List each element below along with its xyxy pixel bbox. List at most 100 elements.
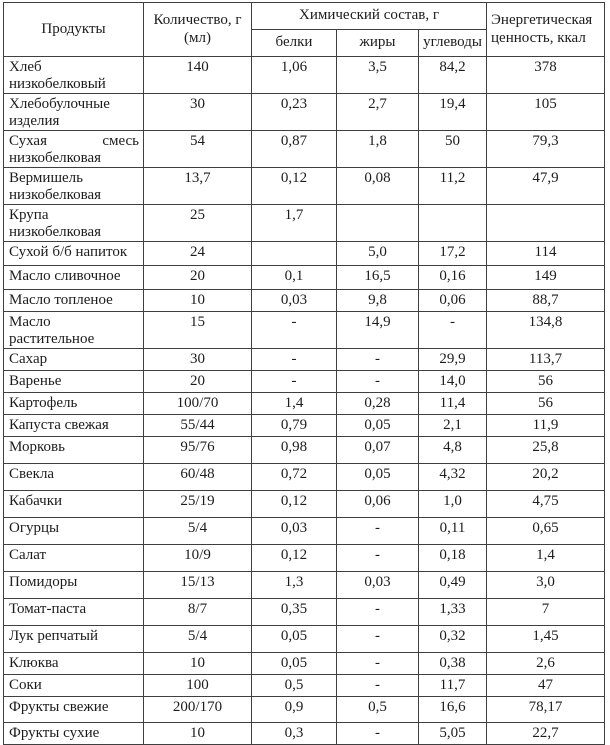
table-row: Лук репчатый 5/4 0,05-0,32 1,45 <box>3 625 606 653</box>
fat-cell: 0,07 <box>336 436 419 464</box>
quantity-cell: 30 <box>143 348 252 371</box>
table-row: Варенье 20- -14,0 56 <box>3 370 606 393</box>
carbs-cell: 16,6 <box>417 696 488 723</box>
protein-cell: 0,03 <box>251 289 337 312</box>
table-row: Картофель 100/70 1,4 0,28 11,4 56 <box>3 392 606 415</box>
fat-cell: 14,9 <box>336 311 419 349</box>
product-cell: Лук репчатый <box>3 625 144 653</box>
carbs-cell: 0,32 <box>417 625 488 653</box>
energy-cell: 56 <box>486 370 606 393</box>
protein-cell: 0,98 <box>251 436 337 464</box>
energy-cell: 1,45 <box>486 625 606 653</box>
energy-cell: 79,3 <box>486 130 606 168</box>
product-cell: Клюква <box>3 652 144 675</box>
energy-cell: 114 <box>486 241 606 266</box>
fat-cell: 1,8 <box>336 130 419 168</box>
energy-cell: 134,8 <box>486 311 606 349</box>
protein-cell: 0,12 <box>251 167 337 205</box>
quantity-cell: 15/13 <box>143 571 252 599</box>
energy-cell: 4,75 <box>486 490 606 518</box>
quantity-cell: 140 <box>143 56 252 94</box>
protein-cell: 0,12 <box>251 490 337 518</box>
quantity-cell: 60/48 <box>143 463 252 491</box>
fat-cell: 0,03 <box>336 571 419 599</box>
protein-cell: 0,05 <box>251 625 337 653</box>
carbs-cell: 84,2 <box>417 56 488 94</box>
quantity-cell: 100 <box>143 674 252 697</box>
energy-cell: 7 <box>486 598 606 626</box>
table-row: Масло топленое 10 0,03 9,8 0,06 88,7 <box>3 289 606 312</box>
quantity-cell: 5/4 <box>143 625 252 653</box>
table-row: Вермишель низкобелковая 13,7 0,12 0,08 11,2 4… <box>3 167 606 205</box>
product-cell: Помидоры <box>3 571 144 599</box>
fat-cell: 16,5 <box>336 265 419 290</box>
carbs-cell: 1,33 <box>417 598 488 626</box>
carbs-cell: 11,7 <box>417 674 488 697</box>
product-cell: Картофель <box>3 392 144 415</box>
table-row: Сухой б/б напиток 24 5,0 17,2 114 <box>3 241 606 266</box>
product-cell: Хлебобулочные изделия <box>3 93 144 131</box>
fat-cell: 5,0 <box>336 241 419 266</box>
col-header-protein: белки <box>251 29 337 57</box>
fat-cell: - <box>336 517 419 545</box>
fat-cell: 0,28 <box>336 392 419 415</box>
protein-cell: 0,23 <box>251 93 337 131</box>
table-row: Морковь 95/76 0,98 0,07 4,8 25,8 <box>3 436 606 464</box>
carbs-cell: 0,11 <box>417 517 488 545</box>
fat-cell <box>336 204 419 242</box>
fat-cell: - <box>336 674 419 697</box>
carbs-cell <box>417 204 488 242</box>
fat-cell: - <box>336 625 419 653</box>
quantity-cell: 25/19 <box>143 490 252 518</box>
energy-cell: 25,8 <box>486 436 606 464</box>
table-row: Томат-паста 8/7 0,35-1,33 7 <box>3 598 606 626</box>
energy-cell: 20,2 <box>486 463 606 491</box>
quantity-cell: 24 <box>143 241 252 266</box>
table-row: Хлеб низкобелковый 140 1,06 3,5 84,2 378 <box>3 56 606 94</box>
product-cell: Огурцы <box>3 517 144 545</box>
fat-cell: - <box>336 348 419 371</box>
protein-cell: 0,72 <box>251 463 337 491</box>
carbs-cell: - <box>417 311 488 349</box>
table-row: Салат 10/9 0,12-0,18 1,4 <box>3 544 606 572</box>
table-row: Капуста свежая 55/44 0,79 0,05 2,1 11,9 <box>3 414 606 437</box>
energy-cell: 0,65 <box>486 517 606 545</box>
fat-cell: 3,5 <box>336 56 419 94</box>
product-cell: Фрукты свежие <box>3 696 144 723</box>
protein-cell: 0,9 <box>251 696 337 723</box>
energy-cell: 88,7 <box>486 289 606 312</box>
quantity-cell: 100/70 <box>143 392 252 415</box>
product-cell: Кабачки <box>3 490 144 518</box>
col-header-products: Продукты <box>3 2 144 57</box>
quantity-cell: 25 <box>143 204 252 242</box>
protein-cell: 1,06 <box>251 56 337 94</box>
table-body: Хлеб низкобелковый 140 1,06 3,5 84,2 378 Хлебо… <box>3 56 606 745</box>
carbs-cell: 2,1 <box>417 414 488 437</box>
energy-cell: 1,4 <box>486 544 606 572</box>
table-row: Хлебобулочные изделия 30 0,23 2,7 19,4 105 <box>3 93 606 131</box>
product-cell: Крупа низкобелковая <box>3 204 144 242</box>
table-row: Свекла 60/48 0,72 0,05 4,32 20,2 <box>3 463 606 491</box>
quantity-cell: 54 <box>143 130 252 168</box>
fat-cell: 0,05 <box>336 414 419 437</box>
product-cell: Сахар <box>3 348 144 371</box>
quantity-cell: 200/170 <box>143 696 252 723</box>
carbs-cell: 29,9 <box>417 348 488 371</box>
energy-cell: 78,17 <box>486 696 606 723</box>
protein-cell <box>251 241 337 266</box>
carbs-cell: 0,06 <box>417 289 488 312</box>
energy-cell <box>486 204 606 242</box>
quantity-cell: 55/44 <box>143 414 252 437</box>
table-row: Масло сливочное 20 0,1 16,5 0,16 149 <box>3 265 606 290</box>
fat-cell: 9,8 <box>336 289 419 312</box>
col-header-quantity: Количество, г (мл) <box>143 2 252 57</box>
quantity-cell: 20 <box>143 265 252 290</box>
carbs-cell: 14,0 <box>417 370 488 393</box>
product-cell: Морковь <box>3 436 144 464</box>
carbs-cell: 11,4 <box>417 392 488 415</box>
protein-cell: 1,4 <box>251 392 337 415</box>
quantity-cell: 13,7 <box>143 167 252 205</box>
product-cell: Сухой б/б напиток <box>3 241 144 266</box>
product-cell: Масло топленое <box>3 289 144 312</box>
product-cell: Вермишель низкобелковая <box>3 167 144 205</box>
